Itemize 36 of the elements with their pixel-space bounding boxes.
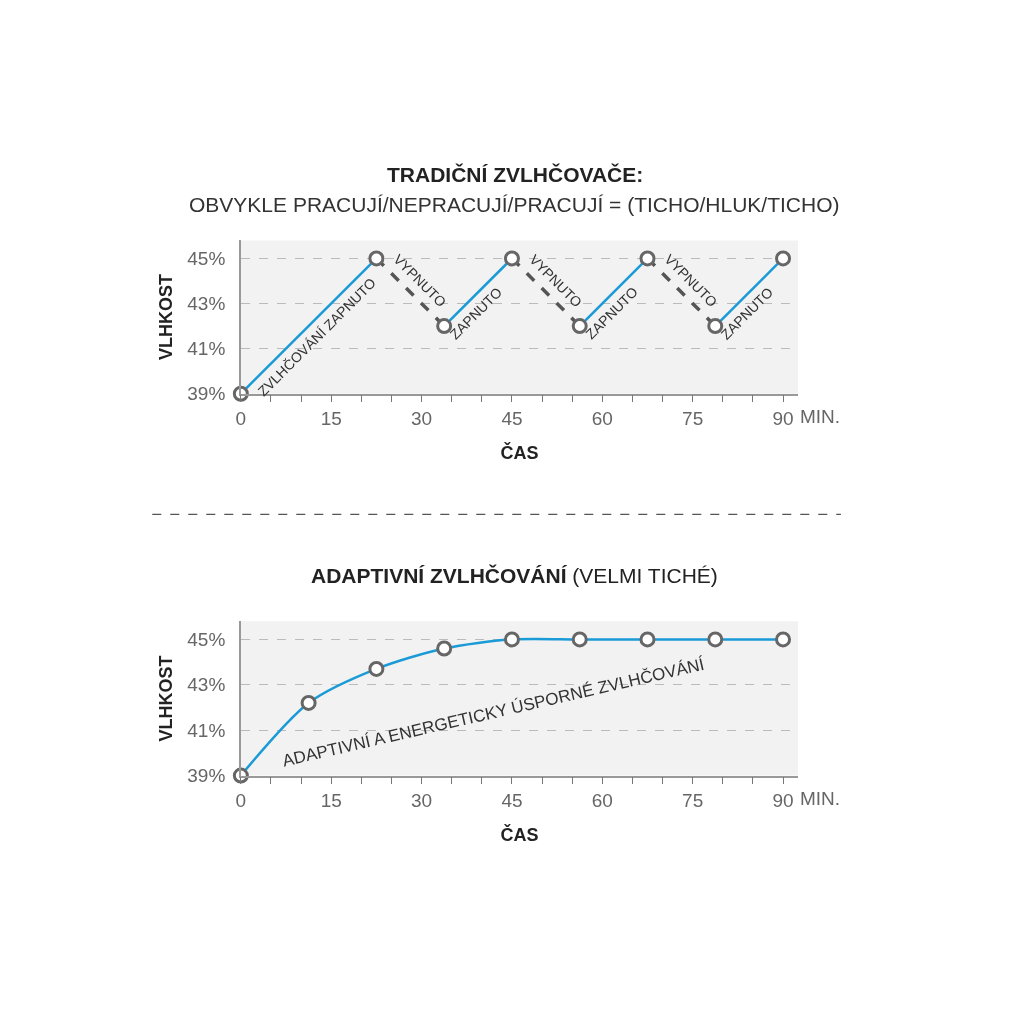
x-tick-label: 30	[411, 408, 433, 430]
x-tick-label: 0	[235, 408, 247, 430]
x-axis-title: ČAS	[500, 823, 539, 845]
chart-subtitle: (VELMI TICHÉ)	[572, 564, 718, 587]
y-tick-label: 45%	[187, 629, 226, 651]
x-tick-label: 90	[772, 790, 794, 812]
x-tick-label: 90	[772, 408, 794, 430]
x-tick-label: 30	[411, 790, 433, 812]
text: MIN.	[800, 788, 841, 809]
x-axis-title: ČAS	[500, 441, 539, 463]
point	[775, 250, 792, 267]
x-tick-label: 45	[501, 790, 523, 812]
x-tick-label: 0	[235, 790, 247, 812]
x-tick-label: 45	[501, 408, 523, 430]
y-tick-label: 43%	[187, 674, 226, 696]
x-tick-label: 75	[682, 790, 704, 812]
chart-title: ADAPTIVNÍ ZVLHČOVÁNÍ	[311, 564, 568, 587]
y-axis-title: VLHKOST	[155, 274, 176, 361]
x-tick-label: 60	[591, 790, 613, 812]
x-tick-label: 15	[320, 408, 342, 430]
y-tick-label: 43%	[187, 293, 226, 315]
chart-title: TRADIČNÍ ZVLHČOVAČE:	[387, 163, 644, 186]
point	[503, 250, 520, 267]
y-tick-label: 41%	[187, 338, 226, 360]
x-tick-label: 75	[682, 408, 704, 430]
y-axis-title: VLHKOST	[155, 655, 176, 742]
y-tick-label: 39%	[187, 383, 226, 405]
y-tick-label: 39%	[187, 765, 226, 787]
point	[639, 250, 656, 267]
chart-subtitle: OBVYKLE PRACUJÍ/NEPRACUJÍ/PRACUJÍ = (TICHO/HLUK/TICHO)	[189, 193, 840, 216]
y-tick-label: 45%	[187, 248, 226, 270]
x-tick-label: 60	[591, 408, 613, 430]
x-tick-label: 15	[320, 790, 342, 812]
point	[368, 250, 385, 267]
y-tick-label: 41%	[187, 719, 226, 741]
text: MIN.	[800, 406, 841, 427]
